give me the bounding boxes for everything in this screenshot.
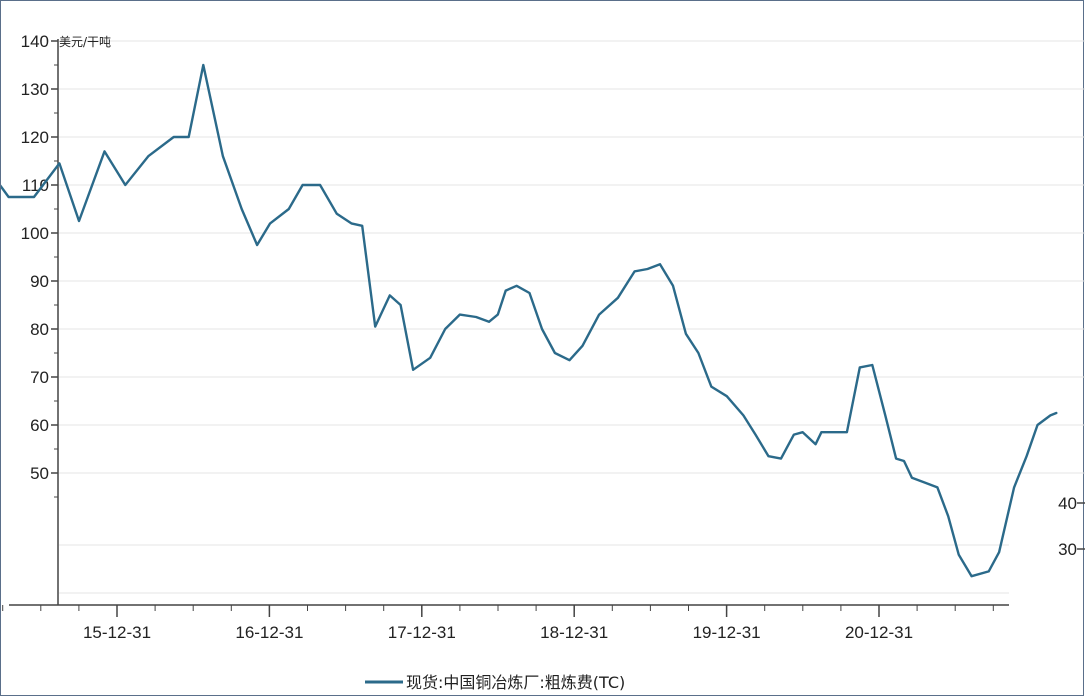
right-tick-label: 40 [1058, 494, 1077, 513]
y-tick-label: 50 [30, 464, 49, 483]
right-tick-label: 30 [1058, 540, 1077, 559]
y-tick-label: 60 [30, 416, 49, 435]
x-tick-label: 17-12-31 [388, 623, 456, 642]
legend: 现货:中国铜冶炼厂:粗炼费(TC) [365, 673, 625, 692]
x-tick-label: 19-12-31 [693, 623, 761, 642]
y-tick-label: 70 [30, 368, 49, 387]
x-tick-label: 16-12-31 [235, 623, 303, 642]
y-tick-label: 140 [21, 32, 49, 51]
y-tick-label: 130 [21, 80, 49, 99]
y-axis-unit-label: 美元/干吨 [59, 35, 111, 49]
y-tick-label: 110 [22, 176, 49, 195]
gridlines [59, 40, 1085, 594]
right-axis-ticks: 40 30 [1058, 494, 1085, 559]
series-layer [1, 63, 1058, 578]
y-tick-label: 120 [21, 128, 49, 147]
y-tick-label: 100 [21, 224, 49, 243]
y-axis-ticks: 50 60 70 80 90 100 110 120 130 140 [21, 32, 58, 498]
x-tick-label: 20-12-31 [845, 623, 913, 642]
legend-label: 现货:中国铜冶炼厂:粗炼费(TC) [406, 673, 625, 692]
x-tick-label: 15-12-31 [83, 623, 151, 642]
y-tick-label: 90 [30, 272, 49, 291]
y-tick-label: 80 [30, 320, 49, 339]
x-tick-label: 18-12-31 [540, 623, 608, 642]
series-line [1, 63, 1058, 578]
x-axis-ticks: 15-12-31 16-12-31 17-12-31 18-12-31 19-12-31… [2, 605, 994, 642]
